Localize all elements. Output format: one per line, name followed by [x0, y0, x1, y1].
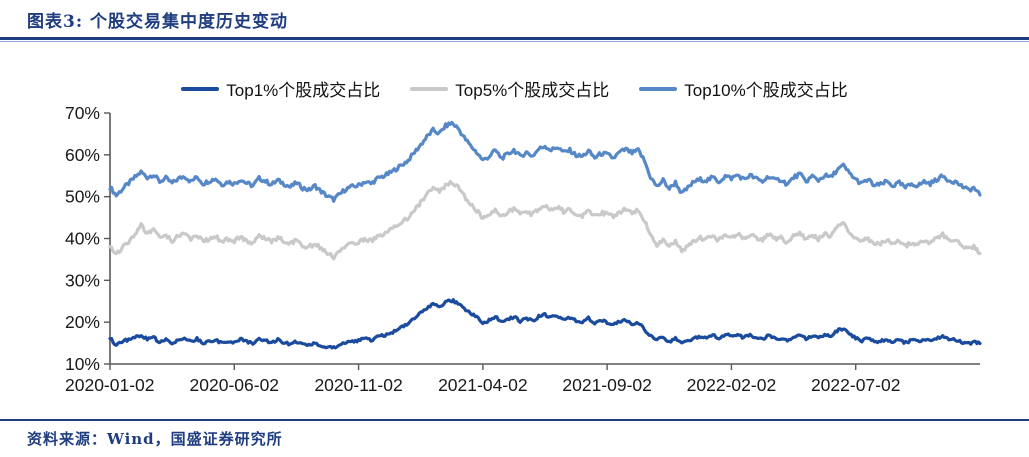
y-axis-tick-label: 70% [65, 103, 100, 123]
legend-label-top1: Top1%个股成交占比 [226, 81, 381, 100]
x-axis-tick-label: 2022-02-02 [687, 375, 777, 395]
series-line-top5 [108, 180, 982, 261]
x-axis-tick-label: 2020-06-02 [190, 375, 280, 395]
y-axis-tick-label: 40% [65, 229, 100, 249]
y-axis-tick-label: 60% [65, 145, 100, 165]
y-axis-tick-label: 50% [65, 187, 100, 207]
legend-line-swatch-top1 [181, 86, 220, 91]
title-divider-light [0, 41, 1029, 42]
legend-item-top5: Top5%个股成交占比 [410, 76, 609, 101]
x-axis-tick-label: 2022-07-02 [811, 375, 901, 395]
x-axis-tick-label: 2020-11-02 [314, 375, 402, 395]
chart-title: 图表3: 个股交易集中度历史变动 [27, 12, 289, 32]
source-note: 资料来源：Wind，国盛证券研究所 [27, 430, 283, 448]
y-axis-tick-label: 20% [65, 312, 100, 332]
x-axis-tick-label: 2021-09-02 [562, 375, 652, 395]
y-axis-tick-label: 10% [65, 354, 100, 374]
legend-line-swatch-top10 [639, 86, 678, 91]
x-axis-tick-label: 2021-04-02 [438, 375, 528, 395]
series-line-top1 [108, 298, 982, 350]
legend-item-top10: Top10%个股成交占比 [639, 76, 848, 101]
x-axis-tick-label: 2020-01-02 [65, 375, 155, 395]
title-divider-dark [0, 37, 1029, 40]
series-line-top10 [108, 120, 982, 203]
legend-label-top5: Top5%个股成交占比 [455, 81, 610, 100]
y-axis-tick-label: 30% [65, 270, 100, 290]
footer-divider [0, 419, 1029, 421]
legend-item-top1: Top1%个股成交占比 [181, 76, 380, 101]
legend-label-top10: Top10%个股成交占比 [684, 81, 848, 100]
legend-line-swatch-top5 [410, 86, 449, 91]
chart-legend: Top1%个股成交占比 Top5%个股成交占比 Top10%个股成交占比 [0, 76, 1029, 101]
